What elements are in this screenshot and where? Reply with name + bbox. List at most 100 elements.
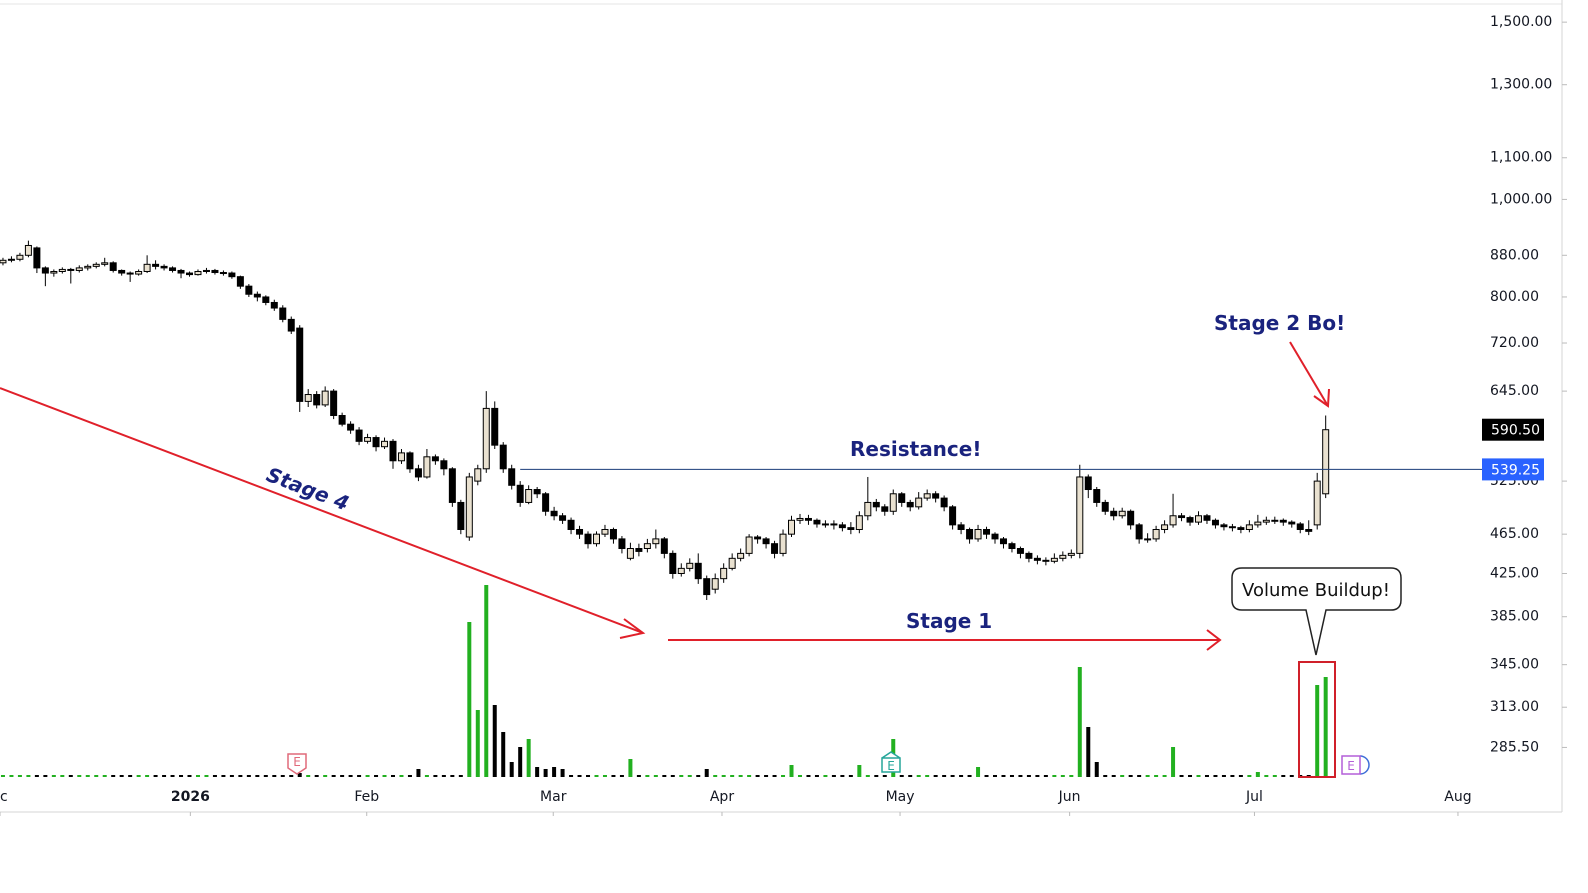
candle-body <box>1016 548 1024 554</box>
volume-bar <box>526 739 531 777</box>
candle-body <box>101 262 109 265</box>
last-price-box <box>1482 418 1544 441</box>
volume-bar <box>772 775 777 777</box>
volume-bar <box>407 775 412 777</box>
volume-bar <box>628 759 633 777</box>
arrow-head <box>619 618 646 639</box>
candle-body <box>1220 524 1228 528</box>
volume-bar <box>738 775 743 777</box>
candle-body <box>194 270 202 276</box>
volume-bar <box>77 775 82 777</box>
volume-bar <box>1145 775 1150 777</box>
volume-bar <box>1060 775 1065 777</box>
volume-bar <box>0 775 5 777</box>
volume-bar <box>229 775 234 777</box>
candle-body <box>745 536 753 554</box>
candle-body <box>550 510 558 517</box>
x-tick-label: Apr <box>710 789 734 805</box>
volume-bar <box>993 775 998 777</box>
volume-bar <box>679 775 684 777</box>
candle-body <box>754 536 762 540</box>
candle-body <box>211 269 219 274</box>
candle-body <box>737 552 745 559</box>
volume-bar <box>323 775 328 777</box>
y-tick-label: 345.00 <box>1490 657 1539 673</box>
volume-bar <box>602 775 607 777</box>
candle-body <box>643 543 651 550</box>
candle-body <box>1322 429 1330 495</box>
volume-bar <box>670 775 675 777</box>
volume-bar <box>1001 775 1006 777</box>
candle-body <box>1101 501 1109 512</box>
candle-body <box>881 506 889 512</box>
candle-body <box>559 515 567 521</box>
resistance-price-box <box>1482 458 1544 481</box>
y-tick-label: 1,500.00 <box>1490 14 1552 30</box>
candle-body <box>1169 515 1177 526</box>
volume-bar <box>416 769 421 777</box>
y-tick-label: 1,000.00 <box>1490 191 1552 207</box>
candle-body <box>1050 557 1058 562</box>
y-tick-label: 425.00 <box>1490 565 1539 581</box>
volume-bar <box>1255 772 1260 777</box>
volume-bar <box>509 762 514 777</box>
candle-body <box>635 548 643 552</box>
candle-body <box>516 484 524 503</box>
volume-bar <box>382 775 387 777</box>
candle-body <box>1271 519 1279 522</box>
x-tick-label: 2026 <box>171 789 210 805</box>
candle-body <box>296 327 304 402</box>
candle-body <box>855 515 863 530</box>
candle-body <box>1288 521 1296 525</box>
volume-bar <box>9 775 14 777</box>
candle-body <box>262 296 270 303</box>
volume-bar <box>814 775 819 777</box>
candle-body <box>41 267 49 274</box>
volume-bar <box>857 765 862 777</box>
callout-text: Volume Buildup! <box>1242 580 1390 601</box>
candle-body <box>347 423 355 431</box>
y-tick-label: 1,100.00 <box>1490 150 1552 166</box>
volume-bar <box>170 775 175 777</box>
candle-body <box>1186 517 1194 523</box>
volume-bar <box>179 775 184 777</box>
candle-body <box>720 567 728 580</box>
volume-bar <box>1213 775 1218 777</box>
candle-body <box>33 247 41 269</box>
volume-bar <box>475 710 480 777</box>
volume-bar <box>976 767 981 777</box>
candle-body <box>50 270 58 274</box>
volume-bar <box>501 732 506 777</box>
candle-body <box>313 394 321 406</box>
candle-body <box>0 259 7 264</box>
candle-body <box>788 519 796 535</box>
candle-body <box>923 493 931 499</box>
candle-body <box>677 567 685 574</box>
candle-body <box>389 440 397 462</box>
candle-body <box>694 562 702 580</box>
volume-bar <box>1238 775 1243 777</box>
stage1-label: Stage 1 <box>906 609 992 633</box>
volume-bar <box>399 775 404 777</box>
candle-body <box>906 501 914 508</box>
volume-bar <box>687 775 692 777</box>
volume-bar <box>747 775 752 777</box>
candle-body <box>1279 519 1287 523</box>
candle-body <box>796 517 804 521</box>
volume-bar <box>865 775 870 777</box>
candle-body <box>1093 489 1101 503</box>
volume-bar <box>85 775 90 777</box>
x-tick-label: Mar <box>540 789 567 805</box>
candle-body <box>1059 554 1067 559</box>
volume-bar <box>831 775 836 777</box>
candle-body <box>838 524 846 529</box>
volume-bar <box>577 775 582 777</box>
volume-bar <box>162 775 167 777</box>
candle-body <box>1076 476 1084 554</box>
volume-box <box>1298 661 1336 778</box>
volume-bar <box>390 775 395 777</box>
candle-body <box>1042 559 1050 562</box>
volume-bar <box>755 775 760 777</box>
candle-body <box>940 497 948 508</box>
